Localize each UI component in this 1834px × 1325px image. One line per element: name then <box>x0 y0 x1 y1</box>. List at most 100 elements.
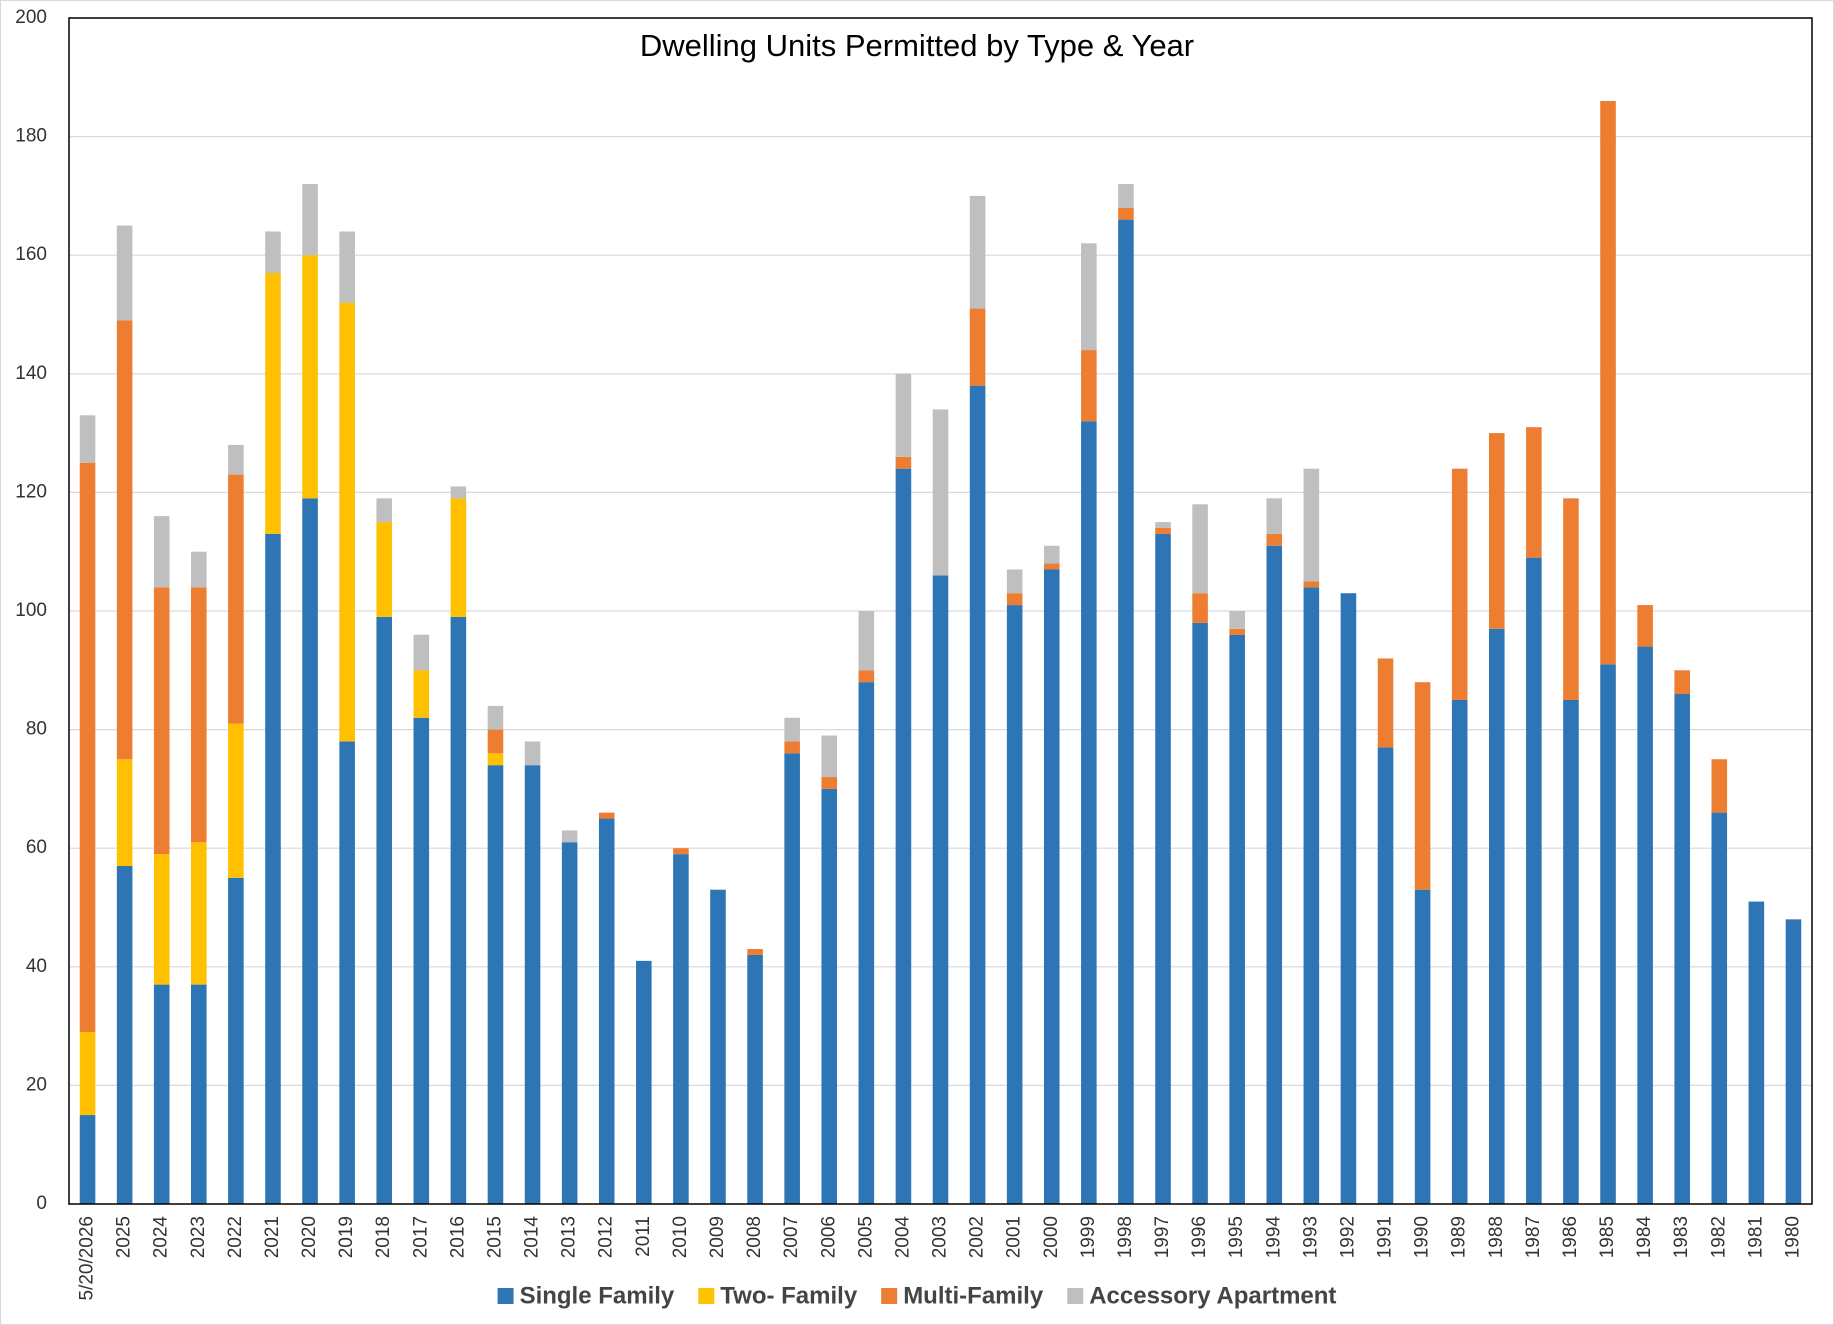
bar-segment <box>1266 533 1283 546</box>
bar-segment <box>969 385 986 1204</box>
bar-segment <box>1192 593 1208 623</box>
x-tick-label: 1981 <box>1745 1216 1766 1258</box>
bar-segment <box>1192 504 1208 594</box>
y-tick-label: 0 <box>36 1193 47 1214</box>
x-tick-label: 2000 <box>1041 1216 1062 1258</box>
bar-segment <box>784 741 800 754</box>
bar-segment <box>524 741 541 766</box>
x-tick-label: 1980 <box>1782 1216 1803 1258</box>
bar-segment <box>858 611 875 671</box>
x-tick-label: 2022 <box>225 1216 246 1258</box>
bar-segment <box>969 195 986 309</box>
bar-segment <box>747 949 763 955</box>
bar-segment <box>1674 694 1690 1204</box>
bar-segment <box>821 777 838 789</box>
bar-segment <box>153 854 170 985</box>
y-tick-label: 180 <box>15 126 47 147</box>
x-tick-label: 2005 <box>855 1216 876 1258</box>
bar-segment <box>784 717 800 742</box>
bar-segment <box>858 682 875 1204</box>
bar-segment <box>1600 664 1616 1204</box>
bar-segment <box>191 842 207 985</box>
bar-segment <box>1637 646 1653 1204</box>
bar-segment <box>821 788 838 1204</box>
y-tick-label: 40 <box>26 956 47 977</box>
x-tick-label: 1997 <box>1152 1216 1173 1258</box>
labels: 0 20 40 60 80 100 120 140 160 180 200 5/20/2026 2025… <box>15 7 1803 1301</box>
bar-segment <box>1488 433 1505 629</box>
plot-frame <box>68 17 1813 1205</box>
y-tick-label: 100 <box>15 600 47 621</box>
bar-segment <box>1785 919 1802 1204</box>
bar-segment <box>561 830 578 843</box>
bar-segment <box>1155 533 1171 1204</box>
bar-segment <box>1600 101 1616 665</box>
y-tick-label: 80 <box>26 719 47 740</box>
bar-segment <box>969 308 986 386</box>
x-tick-label: 2017 <box>410 1216 431 1258</box>
bar-segment <box>339 231 355 303</box>
x-tick-label: 2001 <box>1004 1216 1025 1258</box>
x-tick-label: 1992 <box>1337 1216 1358 1258</box>
bar-segment <box>450 616 467 1204</box>
x-tick-label: 1990 <box>1412 1216 1433 1258</box>
x-tick-label: 2009 <box>707 1216 728 1258</box>
bar-segment <box>487 753 504 766</box>
legend: Single Family Two- Family Multi-Family Acce… <box>497 1282 1336 1309</box>
bar-segment <box>153 516 170 588</box>
bar-segment <box>302 255 318 499</box>
bar-segment <box>413 670 430 718</box>
bar-segment <box>1748 901 1765 1204</box>
bar-segment <box>1303 581 1320 588</box>
bar-segment <box>524 765 541 1204</box>
bar-segment <box>1006 605 1023 1204</box>
bar-segment <box>1526 427 1542 558</box>
x-tick-label: 2018 <box>373 1216 394 1258</box>
x-tick-label: 1993 <box>1300 1216 1321 1258</box>
bar-segment <box>265 272 281 534</box>
bar-segment <box>598 818 615 1204</box>
bar-segment <box>1155 522 1171 528</box>
bar-segment <box>339 741 355 1204</box>
bar-segment <box>1303 587 1320 1204</box>
bar-segment <box>895 373 912 457</box>
bar-segment <box>1155 527 1171 534</box>
bar-segment <box>1229 611 1245 629</box>
bar-segment <box>784 753 800 1204</box>
legend-label: Single Family <box>520 1282 675 1309</box>
bar-segment <box>895 456 912 469</box>
x-tick-label: 1984 <box>1634 1216 1655 1259</box>
legend-swatch <box>497 1288 514 1304</box>
y-tick-label: 120 <box>15 481 47 502</box>
x-tick-label: 2012 <box>596 1216 617 1258</box>
x-tick-label: 2010 <box>670 1216 691 1258</box>
bar-segment <box>116 320 133 760</box>
bar-segment <box>1563 498 1579 700</box>
bar-segment <box>153 587 170 855</box>
bar-segment <box>673 854 689 1204</box>
y-tick-label: 20 <box>26 1074 47 1095</box>
bar-segment <box>1637 605 1653 647</box>
bar-segment <box>636 960 652 1204</box>
bar-segment <box>265 533 281 1204</box>
x-tick-label: 2004 <box>892 1216 913 1259</box>
bar-segment <box>1711 812 1728 1204</box>
y-tick-label: 200 <box>15 7 47 28</box>
bar-segment <box>1006 593 1023 606</box>
x-tick-label: 1986 <box>1560 1216 1581 1258</box>
bar-segment <box>932 575 949 1204</box>
bar-segment <box>1043 563 1060 570</box>
bar-segment <box>1006 569 1023 594</box>
bar-segment <box>1266 545 1283 1204</box>
bar-segment <box>1081 243 1097 351</box>
bar-segment <box>487 705 504 730</box>
bar-segment <box>1563 699 1579 1204</box>
legend-label: Two- Family <box>720 1282 858 1309</box>
x-tick-label: 2008 <box>744 1216 765 1258</box>
bar-segment <box>1674 670 1690 695</box>
x-tick-label: 5/20/2026 <box>77 1216 98 1301</box>
bar-segment <box>302 184 318 256</box>
x-tick-label: 2015 <box>484 1216 505 1258</box>
bar-segment <box>1118 219 1134 1204</box>
